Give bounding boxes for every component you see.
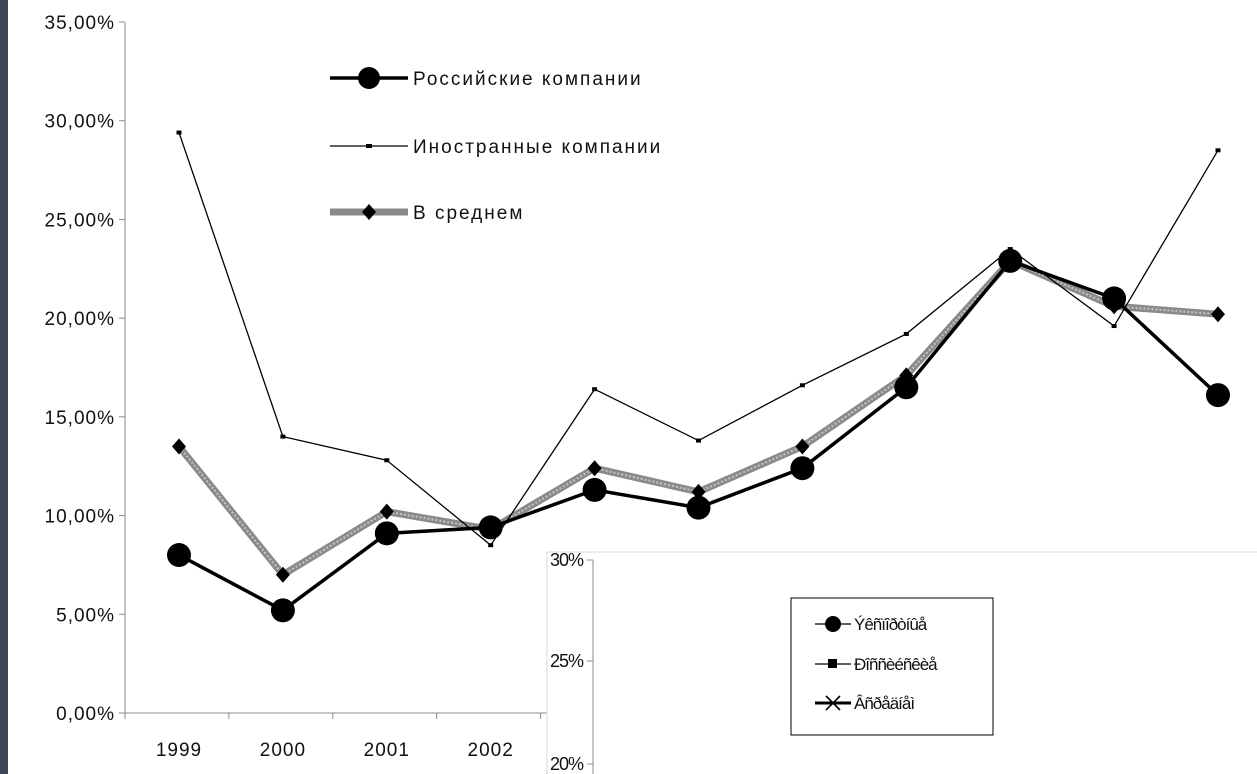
- data-point-russian: [894, 375, 919, 400]
- inset-legend-box: [790, 597, 994, 736]
- data-point-russian: [478, 515, 503, 540]
- data-point-foreign: [696, 438, 701, 443]
- data-point-russian: [1206, 383, 1230, 408]
- legend-marker-russian: [358, 67, 380, 89]
- series-line-average-texture: [178, 259, 1219, 577]
- data-point-foreign: [799, 383, 805, 388]
- data-point-average: [172, 438, 186, 455]
- inset-legend-label: Ðîññèéñêèå: [854, 655, 938, 674]
- y-tick-label: 30,00%: [45, 112, 115, 133]
- inset-legend-marker-circle: [825, 616, 841, 632]
- data-point-russian: [582, 477, 607, 502]
- data-point-foreign: [592, 387, 598, 392]
- inset-legend-label: Âñðåäíåì: [854, 694, 914, 713]
- data-point-foreign: [1215, 148, 1221, 153]
- x-tick-label: 2002: [468, 740, 514, 761]
- y-tick-label: 15,00%: [45, 408, 115, 429]
- y-tick-label: 0,00%: [56, 704, 115, 725]
- data-point-russian: [374, 521, 399, 546]
- chart-area: 0,00% 5,00% 10,00% 15,00% 20,00% 25,00% 30,00%…: [8, 0, 1257, 774]
- legend-label: В среднем: [413, 203, 524, 224]
- data-point-average: [275, 566, 290, 583]
- data-point-foreign: [1111, 324, 1117, 329]
- legend-marker-foreign: [366, 144, 372, 148]
- data-point-russian: [1102, 286, 1127, 311]
- inset-legend-label: Ýêñïîðòíûå: [854, 615, 928, 634]
- y-tick-label: 5,00%: [56, 605, 115, 626]
- y-tick-label: 35,00%: [45, 13, 115, 34]
- data-point-foreign: [176, 130, 182, 135]
- x-tick-label: 2001: [364, 740, 410, 761]
- data-point-average: [691, 483, 706, 500]
- inset-y-tick-label: 25%: [550, 651, 584, 671]
- main-line-chart: 0,00% 5,00% 10,00% 15,00% 20,00% 25,00% 30,00%…: [45, 13, 1257, 774]
- data-point-average: [587, 460, 602, 477]
- y-tick-label: 25,00%: [45, 210, 115, 231]
- data-point-foreign: [384, 458, 390, 463]
- data-point-average: [795, 438, 810, 455]
- data-point-foreign: [488, 543, 494, 548]
- y-tick-label: 10,00%: [45, 507, 115, 528]
- inset-y-tick-label: 30%: [550, 550, 584, 570]
- data-point-russian: [998, 248, 1023, 273]
- data-point-foreign: [280, 434, 286, 439]
- y-tick-label: 20,00%: [45, 309, 115, 330]
- inset-legend-marker-x: [825, 695, 841, 711]
- data-point-russian: [167, 543, 191, 568]
- data-point-average: [379, 503, 394, 520]
- data-point-russian: [686, 495, 711, 520]
- series-line-average: [176, 257, 1219, 579]
- data-point-foreign: [903, 331, 909, 336]
- legend-label: Иностранные компании: [413, 137, 662, 158]
- inset-y-tick-label: 20%: [550, 754, 584, 774]
- data-point-russian: [790, 456, 815, 481]
- series-line-foreign: [178, 132, 1219, 547]
- x-tick-label: 1999: [156, 740, 202, 761]
- x-tick-label: 2000: [260, 740, 306, 761]
- legend-label: Российские компании: [413, 69, 643, 90]
- data-point-average: [1211, 306, 1225, 323]
- inset-legend-marker-square: [828, 659, 837, 668]
- data-point-russian: [270, 598, 295, 623]
- legend-marker-average: [362, 204, 376, 220]
